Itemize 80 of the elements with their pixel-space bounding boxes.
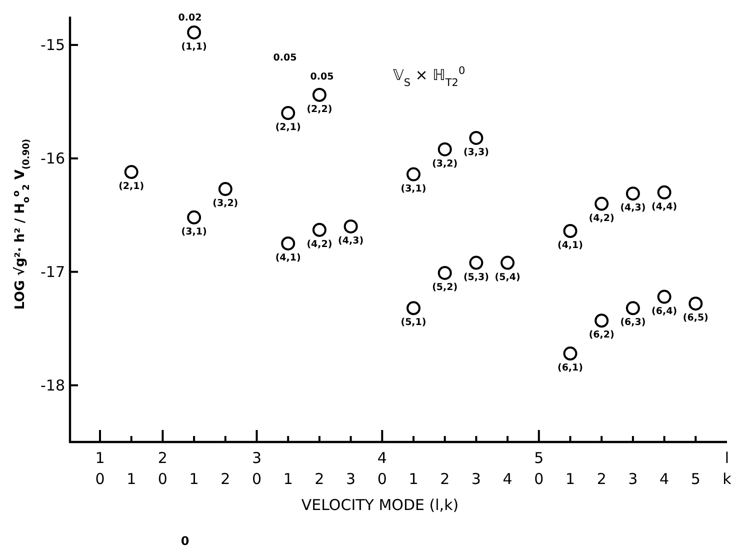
- text: (4,3): [620, 202, 646, 214]
- point: [187, 25, 202, 40]
- series-label: (2,1): [275, 122, 301, 134]
- point: [281, 236, 296, 250]
- series-label: (3,1): [181, 226, 207, 238]
- text: (2,1): [118, 181, 144, 192]
- y-tick-label: -18: [40, 376, 65, 395]
- series-label: (5,2): [432, 282, 458, 293]
- x-tick-label: 1: [189, 470, 199, 488]
- x-tick-label: 1 0: [95, 449, 105, 488]
- point: [406, 167, 420, 182]
- text: (4,2): [588, 212, 614, 224]
- point: [438, 142, 452, 156]
- point: [657, 290, 672, 304]
- point: [312, 88, 326, 102]
- series-label: (4,2): [306, 238, 332, 250]
- point: [626, 301, 640, 316]
- x-tick-label: 2: [220, 470, 230, 488]
- x-tick-label: 1: [565, 470, 576, 488]
- x-tick-label: 4 0: [377, 449, 387, 488]
- x-tick-label: 5: [690, 470, 700, 488]
- x-tick-label: 3: [346, 470, 356, 488]
- point: [124, 165, 138, 179]
- text: (3,1): [400, 183, 426, 194]
- point: [218, 182, 232, 196]
- series-label: (6,4): [652, 306, 678, 317]
- x-tick-label: 2: [440, 470, 450, 488]
- point: [563, 346, 578, 361]
- series-label: (4,3): [338, 235, 364, 246]
- point: [406, 301, 420, 316]
- x-tick-label: 3: [628, 470, 638, 488]
- x-tick-label: 2 0: [158, 449, 168, 488]
- series-label: (4,1): [275, 252, 301, 264]
- point: [344, 219, 358, 234]
- series-label: (1,1): [181, 41, 207, 52]
- text: (3,2): [212, 198, 238, 210]
- series-label: (6,2): [588, 330, 614, 341]
- y-tick-label: -17: [40, 263, 65, 282]
- annotation: 0.05: [273, 52, 297, 64]
- x-tick-label: 1: [283, 470, 293, 488]
- point: [281, 106, 296, 120]
- point: [469, 130, 484, 145]
- point: [657, 185, 672, 200]
- x-tick-label: 3: [471, 470, 481, 488]
- series-label: (5,1): [400, 317, 426, 328]
- y-tick-label: -16: [40, 150, 65, 168]
- x-tick-label: 2: [596, 470, 606, 488]
- text: (4,1): [557, 240, 584, 251]
- annotation: 0.02: [178, 12, 202, 24]
- series-label: (6,5): [682, 312, 708, 324]
- x-tick-label: 4: [502, 470, 512, 488]
- series-label: (3,3): [463, 146, 489, 158]
- point: [438, 266, 452, 280]
- x-tick-label: 4: [660, 470, 670, 488]
- series-label: (5,3): [463, 272, 489, 283]
- point: [594, 196, 609, 211]
- point: [594, 314, 609, 328]
- series-label: (5,4): [494, 272, 520, 283]
- point: [500, 256, 515, 270]
- y-tick-label: -15: [40, 36, 65, 54]
- series-label: (6,1): [557, 362, 584, 374]
- x-tick-label: 2: [314, 470, 324, 488]
- series-label: (4,4): [652, 201, 678, 212]
- point: [187, 210, 202, 224]
- text: 0: [180, 534, 190, 548]
- series-label: (3,2): [432, 158, 458, 170]
- point: [626, 186, 640, 201]
- point: [469, 256, 484, 270]
- x-tick-label: 3 0: [252, 449, 262, 488]
- point: [563, 224, 578, 238]
- x-tick-label: l k: [722, 449, 732, 488]
- point: [312, 222, 326, 237]
- x-tick-label: 1: [408, 470, 418, 488]
- x-tick-label: 1: [126, 470, 136, 488]
- x-tick-label: 5 0: [534, 449, 544, 488]
- point: [688, 296, 703, 311]
- series-label: (2,2): [306, 104, 332, 115]
- series-label: (6,3): [620, 317, 646, 328]
- annotation: 0.05: [310, 71, 334, 82]
- x-axis-title: VELOCITY MODE (l,k): [301, 496, 459, 514]
